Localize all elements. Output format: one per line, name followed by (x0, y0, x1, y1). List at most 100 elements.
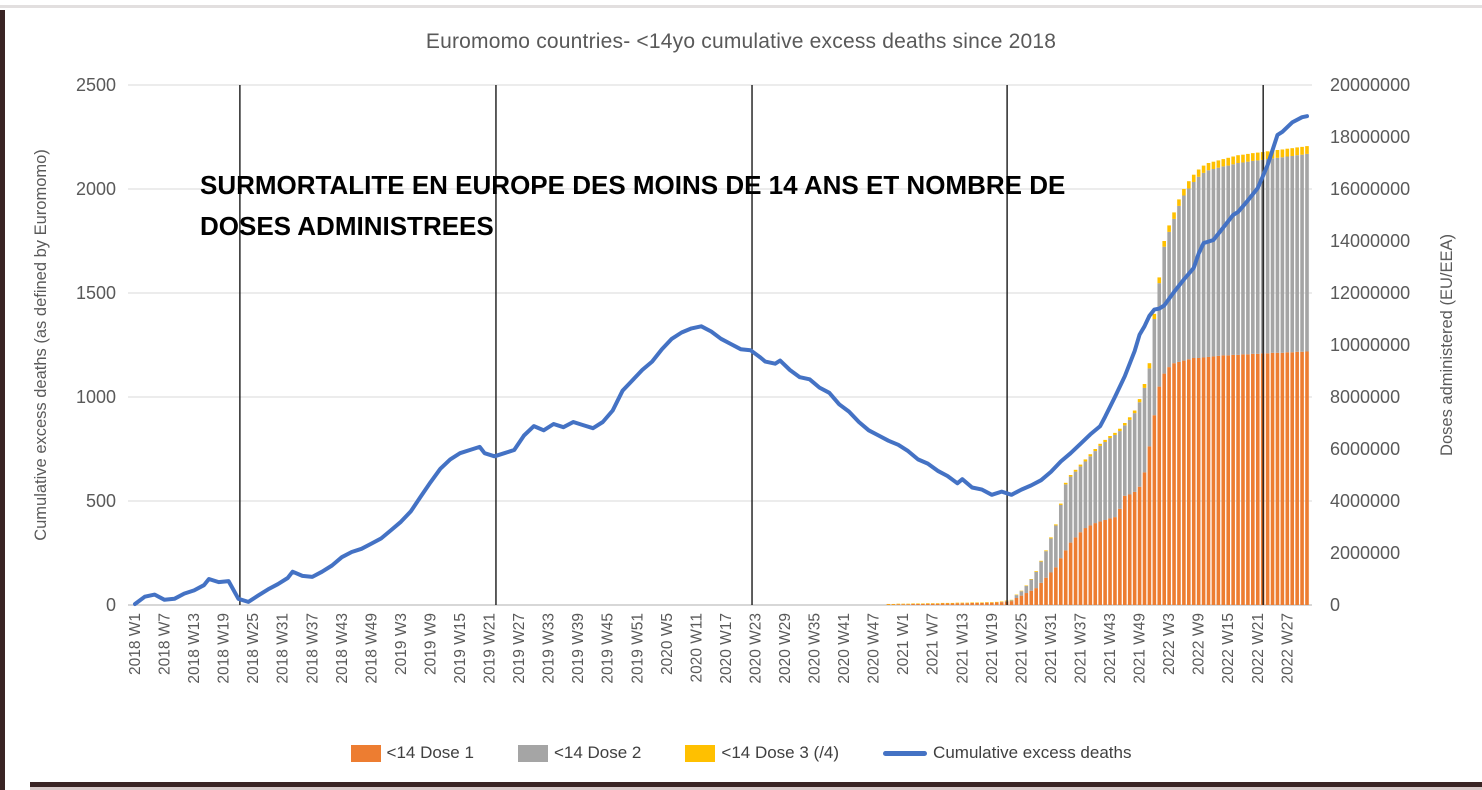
x-axis-tick: 2021 W37 (1072, 613, 1089, 684)
x-axis-tick: 2019 W51 (629, 613, 646, 684)
x-axis-tick: 2019 W21 (482, 613, 499, 684)
bar-dose3-segment (1305, 146, 1309, 154)
bar-dose3-segment (945, 602, 950, 604)
bar-dose3-segment (1137, 399, 1142, 403)
x-axis-tick: 2018 W19 (216, 613, 233, 684)
bar-dose3-segment (1216, 160, 1221, 168)
bar-dose3-segment (1024, 585, 1029, 587)
bar-dose3-segment (1300, 146, 1304, 155)
bar-dose3-segment (916, 603, 920, 604)
x-axis-tick: 2018 W7 (157, 613, 174, 675)
x-axis-tick: 2018 W13 (186, 613, 203, 684)
bar-dose2-segment (1108, 438, 1112, 519)
bar-dose3-segment (1098, 443, 1102, 446)
bar-dose1-segment (1216, 355, 1221, 605)
frame-bottom-border-light (30, 787, 1482, 790)
bar-dose3-segment (1221, 159, 1226, 167)
bar-dose3-segment (1068, 475, 1073, 477)
right-axis-tick: 14000000 (1330, 231, 1410, 251)
chart-title: Euromomo countries- <14yo cumulative exc… (425, 30, 1057, 53)
bar-dose3-segment (1009, 599, 1014, 601)
excess-deaths-line (133, 114, 1309, 606)
x-axis-tick: 2020 W5 (659, 613, 676, 675)
bar-dose2-segment (1093, 451, 1098, 524)
bar-dose1-segment (980, 602, 984, 605)
bar-dose1-segment (886, 604, 891, 605)
x-axis-tick: 2018 W43 (334, 613, 351, 684)
bar-dose1-segment (1241, 354, 1245, 605)
bar-dose1-segment (1009, 601, 1014, 605)
bar-dose2-segment (1295, 155, 1299, 352)
bar-dose3-segment (975, 602, 979, 603)
bar-dose2-segment (1241, 162, 1245, 355)
bar-dose3-segment (1157, 277, 1162, 284)
left-axis-tick: 0 (106, 595, 116, 615)
bar-dose1-segment (1132, 491, 1137, 605)
bar-dose1-segment (1127, 494, 1132, 605)
x-axis-tick: 2022 W21 (1250, 613, 1267, 684)
bar-dose2-segment (1201, 172, 1206, 358)
bar-dose2-segment (1063, 484, 1068, 551)
bar-dose3-segment (901, 603, 906, 605)
x-axis-tick: 2020 W41 (836, 613, 853, 684)
bar-dose1-segment (975, 602, 979, 605)
frame-bottom-border (30, 782, 1482, 787)
bar-dose2-segment (1024, 586, 1029, 594)
annotation-line-2: DOSES ADMINISTREES (200, 211, 494, 241)
bar-dose3-segment (1211, 161, 1216, 169)
bar-dose3-segment (1251, 153, 1255, 161)
bar-dose1-segment (1147, 446, 1152, 605)
bar-dose1-segment (994, 602, 999, 605)
bar-dose1-segment (1029, 590, 1034, 605)
bar-dose1-segment (916, 603, 920, 605)
bar-dose1-segment (1014, 597, 1019, 605)
right-axis-tick: 10000000 (1330, 335, 1410, 355)
bar-dose2-segment (1058, 504, 1063, 559)
bar-dose3-segment (911, 603, 915, 604)
bar-dose1-segment (1034, 588, 1038, 605)
right-axis-title: Doses administered (EU/EEA) (1438, 234, 1456, 456)
right-axis-tick: 12000000 (1330, 283, 1410, 303)
bar-dose2-segment (1290, 155, 1295, 353)
bar-dose3-segment (1044, 550, 1048, 552)
bar-dose2-segment (1039, 561, 1043, 583)
bar-dose1-segment (1088, 525, 1093, 605)
bar-dose1-segment (950, 603, 955, 605)
bar-dose2-segment (1236, 163, 1240, 355)
bar-dose2-segment (1206, 170, 1211, 357)
bar-dose3-segment (930, 603, 935, 604)
x-axis-tick: 2022 W27 (1279, 613, 1296, 684)
bar-dose3-segment (1191, 174, 1196, 182)
bar-dose3-segment (1108, 436, 1112, 439)
bar-dose2-segment (1231, 164, 1235, 355)
bar-dose3-segment (1246, 153, 1250, 162)
x-axis-tick: 2019 W9 (422, 613, 439, 675)
bar-dose1-segment (1058, 558, 1063, 605)
bar-dose1-segment (1226, 355, 1231, 605)
annotation-text: SURMORTALITE EN EUROPE DES MOINS DE 14 A… (200, 165, 1200, 247)
bar-dose3-segment (896, 603, 901, 605)
chart-legend: <14 Dose 1 <14 Dose 2 <14 Dose 3 (/4) Cumul… (0, 743, 1482, 763)
bar-dose1-segment (1044, 577, 1048, 605)
bar-dose3-segment (1187, 181, 1191, 189)
bar-dose3-segment (921, 603, 925, 604)
bar-dose3-segment (1201, 165, 1206, 173)
x-axis-tick: 2019 W27 (511, 613, 528, 684)
annotation-line-1: SURMORTALITE EN EUROPE DES MOINS DE 14 A… (200, 170, 1066, 200)
bar-dose3-segment (1029, 579, 1034, 580)
bar-dose1-segment (1295, 351, 1299, 605)
left-axis-title: Cumulative excess deaths (as defined by … (32, 149, 50, 541)
bar-dose2-segment (1122, 425, 1127, 496)
bar-dose3-segment (1093, 449, 1098, 452)
bar-dose2-segment (1280, 157, 1285, 353)
bar-dose3-segment (1103, 439, 1107, 442)
bar-dose1-segment (970, 602, 974, 605)
bar-dose2-segment (1073, 471, 1078, 538)
x-axis-tick: 2018 W25 (245, 613, 262, 684)
bar-dose3-segment (1177, 199, 1181, 206)
bar-dose2-segment (1270, 158, 1275, 353)
bar-dose3-segment (886, 603, 891, 605)
bar-dose1-segment (1236, 354, 1240, 605)
bar-dose2-segment (1211, 168, 1216, 357)
